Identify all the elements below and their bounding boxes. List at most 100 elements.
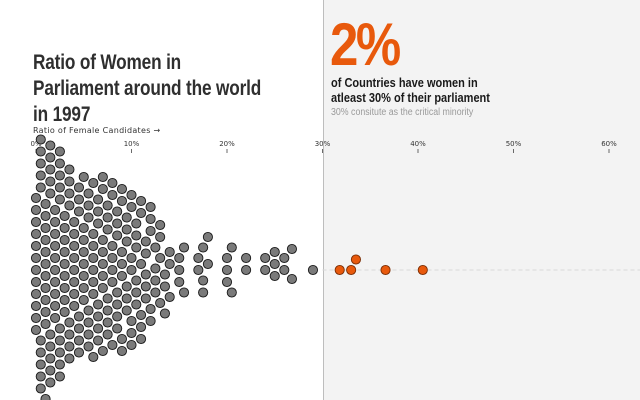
country-dot	[40, 270, 51, 282]
country-dot	[78, 171, 89, 183]
country-dot	[112, 206, 123, 217]
country-dot	[30, 276, 42, 288]
x-tick-label: 50%	[506, 140, 522, 148]
country-dot	[45, 353, 56, 364]
country-dot	[50, 240, 61, 252]
country-dot	[145, 225, 156, 237]
country-dot	[45, 377, 56, 388]
country-dot	[73, 182, 85, 193]
country-dot	[226, 242, 237, 253]
country-dot	[50, 204, 61, 216]
country-dot	[131, 287, 142, 298]
country-dot	[97, 234, 108, 246]
country-dot	[121, 281, 132, 292]
country-dot-above-threshold	[350, 254, 361, 265]
country-dot	[54, 371, 65, 382]
country-dot	[54, 194, 65, 205]
country-dot	[78, 258, 89, 270]
country-dot	[59, 258, 70, 270]
country-dot	[64, 317, 75, 328]
country-dot	[155, 219, 166, 231]
country-dot	[40, 294, 51, 306]
country-dot	[121, 305, 132, 316]
country-dot	[131, 230, 142, 241]
country-dot	[45, 341, 56, 352]
country-dot-above-threshold	[346, 264, 357, 276]
country-dot	[116, 345, 127, 357]
country-dot	[107, 240, 118, 252]
country-dot	[112, 287, 123, 298]
country-dot	[102, 224, 113, 235]
country-dot	[221, 264, 233, 276]
country-dot	[112, 218, 123, 229]
country-dot	[135, 207, 147, 219]
country-dot	[279, 252, 290, 264]
country-dot	[73, 206, 85, 217]
country-dot	[269, 270, 280, 282]
country-dot	[64, 188, 75, 199]
country-dot	[131, 299, 142, 310]
country-dot	[131, 218, 142, 229]
country-dot	[140, 281, 151, 292]
country-dot	[116, 183, 127, 195]
country-dot	[45, 152, 56, 163]
country-dot	[73, 311, 85, 322]
country-dot	[78, 282, 89, 294]
country-dot	[30, 252, 42, 264]
country-dot	[64, 341, 75, 352]
country-dot	[107, 252, 118, 264]
country-dot	[174, 276, 185, 288]
country-dot	[88, 240, 99, 252]
country-dot	[30, 300, 42, 312]
country-dot	[126, 252, 137, 264]
country-dot-above-threshold	[417, 264, 428, 276]
country-dot	[131, 275, 142, 286]
country-dot	[30, 216, 42, 228]
country-dot	[50, 228, 61, 240]
country-dot	[40, 234, 51, 246]
country-dot	[112, 230, 123, 241]
country-dot	[30, 228, 42, 240]
country-dot	[69, 240, 80, 252]
country-dot	[164, 258, 175, 270]
country-dot-above-threshold	[334, 264, 345, 276]
country-dot	[40, 246, 51, 258]
country-dot	[121, 236, 132, 247]
country-dot	[78, 270, 89, 282]
country-dot	[30, 312, 42, 324]
country-dot	[88, 288, 99, 300]
country-dot	[54, 347, 65, 358]
country-dot	[135, 258, 147, 270]
x-tick-label: 0%	[30, 140, 41, 148]
stat-note: 30% consitute as the critical minority	[331, 107, 474, 118]
country-dot	[69, 252, 80, 264]
country-dot	[93, 311, 104, 322]
country-dot	[30, 288, 42, 300]
country-dot	[35, 371, 46, 382]
country-dot	[54, 146, 65, 157]
country-dot	[35, 134, 46, 145]
country-dot	[102, 305, 113, 316]
country-dot	[226, 287, 237, 298]
country-dot	[221, 252, 233, 264]
country-dot	[78, 294, 89, 306]
country-dot	[50, 300, 61, 312]
x-tick-label: 20%	[219, 140, 235, 148]
country-dot	[102, 317, 113, 328]
country-dot	[150, 275, 161, 286]
country-dot	[164, 291, 175, 303]
country-dot	[121, 293, 132, 304]
country-dot	[88, 252, 99, 264]
country-dot	[35, 182, 46, 193]
country-dot	[112, 323, 123, 334]
country-dot	[97, 246, 108, 258]
country-dot	[45, 365, 56, 376]
country-dot	[54, 170, 65, 181]
country-dot	[155, 252, 166, 264]
country-dot	[97, 171, 108, 183]
country-dot	[64, 164, 75, 175]
country-dot	[35, 158, 46, 169]
country-dot	[83, 212, 94, 223]
country-dot	[116, 195, 127, 207]
country-dot	[93, 323, 104, 334]
